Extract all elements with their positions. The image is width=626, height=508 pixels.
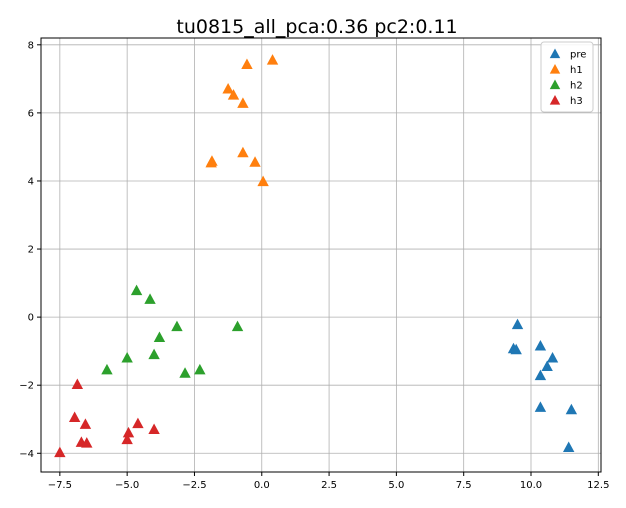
legend-label-h2: h2 [570,81,583,92]
point-h1 [205,156,217,168]
series-h1 [205,54,279,187]
series-h2 [101,284,244,378]
point-h2 [194,363,206,375]
plot-frame [40,37,602,473]
point-h2 [130,284,143,296]
point-pre [534,369,547,381]
point-h2 [148,348,160,360]
y-tick-label: 8 [28,40,34,51]
point-pre [510,343,522,355]
point-h1 [241,58,253,70]
point-h2 [144,293,156,304]
point-h1 [227,89,240,100]
point-h1 [237,97,249,108]
point-h2 [179,367,191,378]
point-h2 [121,351,133,363]
series-h3 [54,378,160,458]
point-h1 [249,156,261,167]
point-h3 [71,378,84,390]
point-pre [511,318,524,330]
point-h3 [81,437,93,448]
legend-marker-pre [549,48,561,59]
point-pre [541,360,553,371]
point-pre [546,351,559,363]
point-h1 [266,54,279,65]
point-h3 [79,418,92,429]
x-tick-label: −5.0 [115,480,139,491]
point-h1 [257,175,269,187]
point-h1 [237,146,249,158]
y-tick-label: 6 [28,108,34,119]
point-h3 [148,423,160,434]
legend-label-h3: h3 [570,96,583,107]
point-pre [565,403,578,415]
x-tick-label: 5.0 [388,480,404,491]
point-h2 [171,320,183,332]
y-tick-label: −4 [19,449,34,460]
legend-marker-h3 [549,95,561,105]
y-tick-label: 4 [28,176,34,187]
point-pre [562,441,575,452]
x-axis: −7.5 −5.0 −2.5 0.0 2.5 5.0 7.5 10.0 12.5 [48,472,609,491]
grid-lines [41,38,601,472]
legend-marker-h2 [549,79,561,90]
y-tick-label: 0 [28,313,34,324]
x-tick-label: −7.5 [48,480,72,491]
legend-label-pre: pre [570,50,586,61]
legend-box [540,41,594,113]
y-tick-label: −2 [19,381,34,392]
x-tick-label: 10.0 [520,480,542,491]
x-tick-label: 2.5 [321,480,337,491]
data-points [54,54,578,458]
x-tick-label: 0.0 [254,480,270,491]
x-tick-label: 7.5 [456,480,472,491]
y-tick-label: 2 [28,245,34,256]
point-h2 [153,331,166,343]
point-pre [534,340,547,351]
x-tick-label: 12.5 [587,480,609,491]
legend-marker-h1 [549,64,561,74]
point-h3 [54,446,66,458]
point-h1 [222,83,234,94]
x-tick-label: −2.5 [182,480,206,491]
point-h2 [101,363,113,375]
point-h3 [122,426,135,438]
point-h3 [132,417,144,429]
chart-title: tu0815_all_pca:0.36 pc2:0.11 [176,16,457,38]
point-pre [534,401,547,412]
point-h3 [68,411,81,423]
legend: pre h1 h2 h3 [540,41,594,113]
point-h2 [231,320,244,332]
legend-label-h1: h1 [570,65,583,76]
y-axis: −4 −2 0 2 4 6 8 [19,40,41,460]
point-h3 [121,433,133,445]
series-pre [507,318,578,452]
